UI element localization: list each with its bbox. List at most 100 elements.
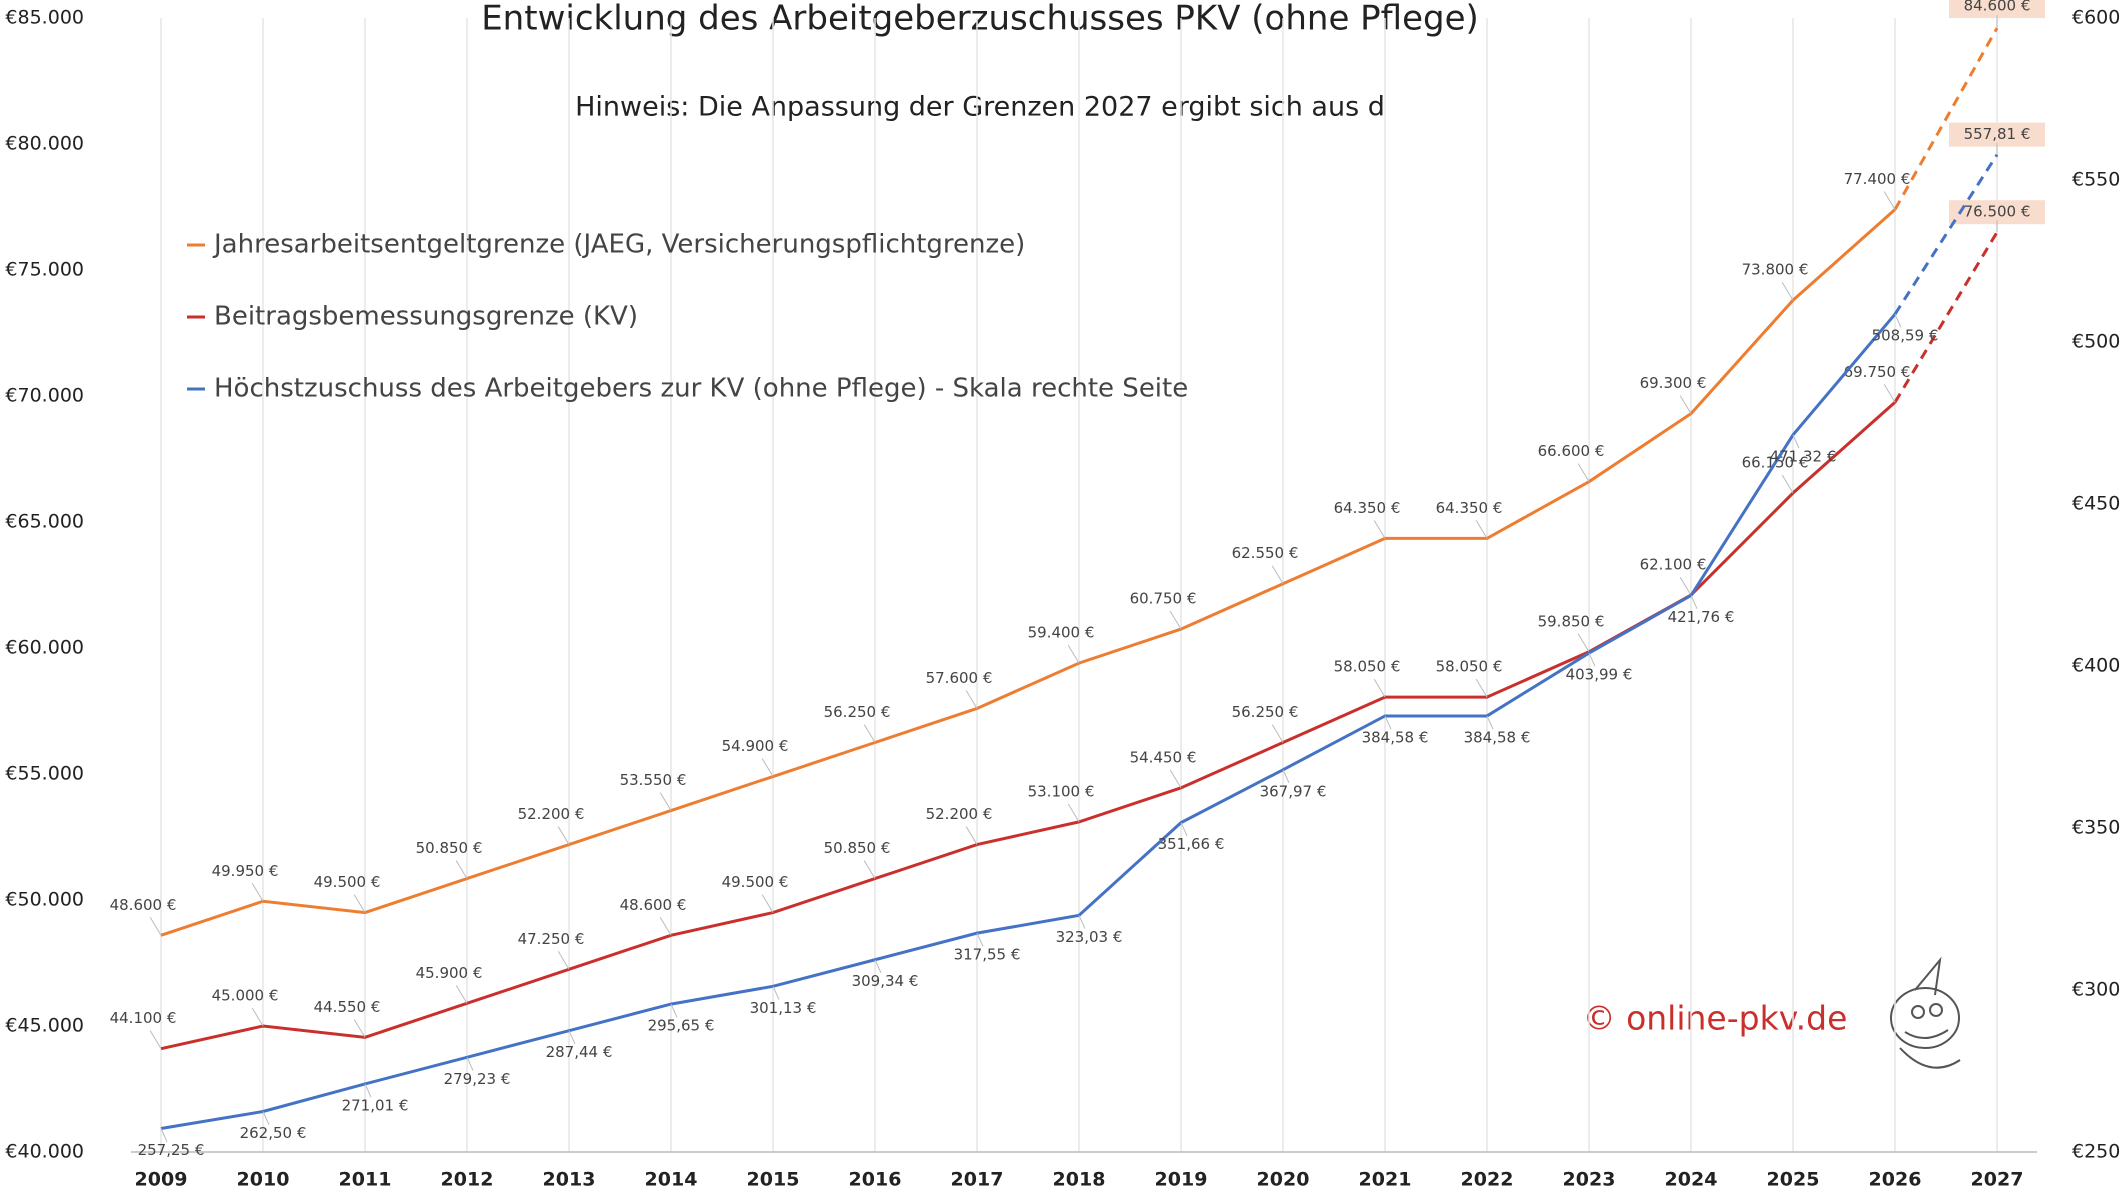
x-tick-label: 2012 bbox=[441, 1169, 494, 1191]
y-tick-label: €50.000 bbox=[5, 889, 84, 911]
value-label: 66.600 € bbox=[1538, 442, 1605, 460]
value-label: 52.200 € bbox=[926, 805, 993, 823]
value-label: 64.350 € bbox=[1334, 499, 1401, 517]
y2-tick-label: €500 bbox=[2072, 331, 2120, 353]
value-label: 49.500 € bbox=[314, 873, 381, 891]
value-label: 271,01 € bbox=[342, 1096, 409, 1114]
value-label: 50.850 € bbox=[416, 839, 483, 857]
value-label: 49.950 € bbox=[212, 862, 279, 880]
value-label: 47.250 € bbox=[518, 930, 585, 948]
value-label: 287,44 € bbox=[546, 1043, 613, 1061]
value-label: 53.550 € bbox=[620, 771, 687, 789]
value-label: 44.100 € bbox=[110, 1009, 177, 1027]
y-tick-label: €65.000 bbox=[5, 511, 84, 533]
value-label: 48.600 € bbox=[110, 896, 177, 914]
value-label: 421,76 € bbox=[1668, 608, 1735, 626]
value-label: 384,58 € bbox=[1464, 728, 1531, 746]
y2-tick-label: €400 bbox=[2072, 655, 2120, 677]
x-tick-label: 2021 bbox=[1359, 1169, 1412, 1191]
value-label: 295,65 € bbox=[648, 1017, 715, 1035]
value-label: 69.300 € bbox=[1640, 374, 1707, 392]
y2-tick-label: €550 bbox=[2072, 169, 2120, 191]
y-tick-label: €80.000 bbox=[5, 133, 84, 155]
value-label: 351,66 € bbox=[1158, 835, 1225, 853]
value-label: 44.550 € bbox=[314, 998, 381, 1016]
value-label: 279,23 € bbox=[444, 1070, 511, 1088]
value-label: 77.400 € bbox=[1844, 170, 1911, 188]
x-tick-label: 2013 bbox=[543, 1169, 596, 1191]
value-label: 367,97 € bbox=[1260, 782, 1327, 800]
y-tick-label: €45.000 bbox=[5, 1015, 84, 1037]
value-label: 384,58 € bbox=[1362, 728, 1429, 746]
x-tick-label: 2011 bbox=[339, 1169, 392, 1191]
chart: Entwicklung des Arbeitgeberzuschusses PK… bbox=[0, 0, 2123, 1192]
value-label: 403,99 € bbox=[1566, 666, 1633, 684]
value-label: 58.050 € bbox=[1334, 658, 1401, 676]
value-label: 317,55 € bbox=[954, 946, 1021, 964]
y-tick-label: €85.000 bbox=[5, 7, 84, 29]
value-label: 45.900 € bbox=[416, 964, 483, 982]
value-label: 62.100 € bbox=[1640, 556, 1707, 574]
value-label: 54.900 € bbox=[722, 737, 789, 755]
value-label: 54.450 € bbox=[1130, 748, 1197, 766]
value-label: 262,50 € bbox=[240, 1124, 307, 1142]
x-tick-label: 2018 bbox=[1053, 1169, 1106, 1191]
value-label: 301,13 € bbox=[750, 999, 817, 1017]
x-tick-label: 2026 bbox=[1869, 1169, 1922, 1191]
watermark: © online-pkv.de bbox=[1583, 999, 1848, 1038]
x-tick-label: 2017 bbox=[951, 1169, 1004, 1191]
value-label: 557,81 € bbox=[1964, 125, 2031, 143]
value-label: 59.850 € bbox=[1538, 612, 1605, 630]
legend-label: Beitragsbemessungsgrenze (KV) bbox=[214, 302, 638, 332]
legend-label: Höchstzuschuss des Arbeitgebers zur KV (… bbox=[214, 374, 1188, 404]
y-tick-label: €40.000 bbox=[5, 1141, 84, 1163]
x-tick-label: 2025 bbox=[1767, 1169, 1820, 1191]
y2-tick-label: €350 bbox=[2072, 817, 2120, 839]
y-tick-label: €70.000 bbox=[5, 385, 84, 407]
value-label: 84.600 € bbox=[1964, 0, 2031, 15]
chart-title: Entwicklung des Arbeitgeberzuschusses PK… bbox=[481, 0, 1479, 39]
x-tick-label: 2015 bbox=[747, 1169, 800, 1191]
x-tick-label: 2009 bbox=[135, 1169, 188, 1191]
value-label: 62.550 € bbox=[1232, 544, 1299, 562]
x-tick-label: 2027 bbox=[1971, 1169, 2024, 1191]
value-label: 60.750 € bbox=[1130, 590, 1197, 608]
y2-tick-label: €450 bbox=[2072, 493, 2120, 515]
value-label: 52.200 € bbox=[518, 805, 585, 823]
value-label: 471,32 € bbox=[1770, 447, 1837, 465]
value-label: 58.050 € bbox=[1436, 658, 1503, 676]
value-label: 56.250 € bbox=[1232, 703, 1299, 721]
x-tick-label: 2010 bbox=[237, 1169, 290, 1191]
x-tick-label: 2022 bbox=[1461, 1169, 1514, 1191]
chart-subtitle: Hinweis: Die Anpassung der Grenzen 2027 … bbox=[575, 92, 1385, 123]
value-label: 49.500 € bbox=[722, 873, 789, 891]
y2-tick-label: €250 bbox=[2072, 1141, 2120, 1163]
x-tick-label: 2019 bbox=[1155, 1169, 1208, 1191]
value-label: 309,34 € bbox=[852, 972, 919, 990]
value-label: 69.750 € bbox=[1844, 363, 1911, 381]
value-label: 73.800 € bbox=[1742, 261, 1809, 279]
value-label: 56.250 € bbox=[824, 703, 891, 721]
x-tick-label: 2014 bbox=[645, 1169, 698, 1191]
y-tick-label: €75.000 bbox=[5, 259, 84, 281]
x-tick-label: 2024 bbox=[1665, 1169, 1718, 1191]
value-label: 50.850 € bbox=[824, 839, 891, 857]
value-label: 45.000 € bbox=[212, 987, 279, 1005]
value-label: 59.400 € bbox=[1028, 624, 1095, 642]
legend-label: Jahresarbeitsentgeltgrenze (JAEG, Versic… bbox=[212, 230, 1025, 260]
x-tick-label: 2023 bbox=[1563, 1169, 1616, 1191]
y-tick-label: €55.000 bbox=[5, 763, 84, 785]
value-label: 64.350 € bbox=[1436, 499, 1503, 517]
y2-tick-label: €300 bbox=[2072, 979, 2120, 1001]
value-label: 76.500 € bbox=[1964, 203, 2031, 221]
x-tick-label: 2020 bbox=[1257, 1169, 1310, 1191]
value-label: 508,59 € bbox=[1872, 327, 1939, 345]
value-label: 48.600 € bbox=[620, 896, 687, 914]
x-tick-label: 2016 bbox=[849, 1169, 902, 1191]
y-tick-label: €60.000 bbox=[5, 637, 84, 659]
value-label: 57.600 € bbox=[926, 669, 993, 687]
value-label: 53.100 € bbox=[1028, 782, 1095, 800]
y2-tick-label: €600 bbox=[2072, 7, 2120, 29]
value-label: 323,03 € bbox=[1056, 928, 1123, 946]
value-label: 257,25 € bbox=[138, 1141, 205, 1159]
